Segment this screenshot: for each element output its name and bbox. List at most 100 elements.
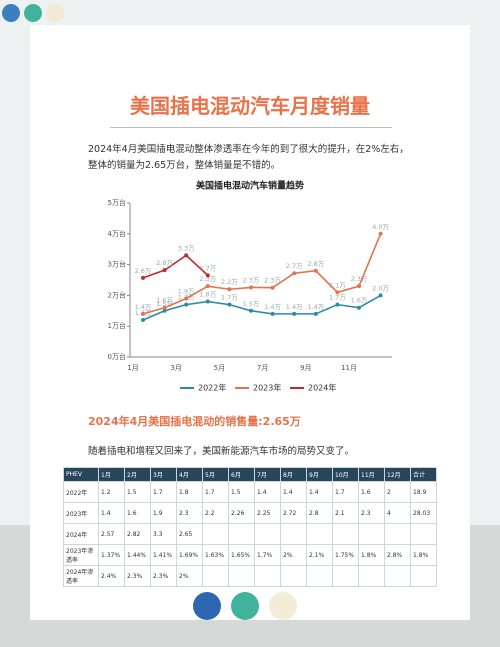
empty-cell: [384, 523, 411, 545]
table: PHEV 1月 2月 3月 4月 5月 6月 7月 8月 9月 10月 11月 12月 合计 2022年 1.…: [63, 467, 437, 587]
data-label: 1.6万: [156, 297, 173, 305]
point: [292, 311, 297, 316]
empty-cell: [228, 523, 255, 545]
table-cell: 1.7: [202, 481, 229, 503]
x-tick-label: 11月: [341, 364, 357, 372]
table-cell: 1.8: [176, 481, 203, 503]
icon: [46, 4, 64, 22]
table-cell: 1.8%: [410, 544, 437, 566]
header-cell: 8月: [280, 467, 307, 482]
table-cell: 2.3%: [124, 565, 151, 587]
data-label: 1.5万: [156, 300, 173, 308]
point: [162, 308, 167, 313]
point: [162, 268, 167, 273]
data-label: 2.8万: [307, 260, 324, 268]
table-cell: 1.65%: [228, 544, 255, 566]
table-cell: 1.5: [124, 481, 151, 503]
header-cell: 9月: [306, 467, 333, 482]
header-cell: 7月: [254, 467, 281, 482]
legend-label: 2023年: [253, 383, 281, 393]
table-cell: 2.72: [280, 502, 307, 524]
empty-cell: [202, 565, 229, 587]
header-cell: 2月: [124, 467, 151, 482]
data-label: 2.2万: [221, 278, 238, 286]
table-cell: 1.7%: [254, 544, 281, 566]
empty-cell: [332, 523, 359, 545]
empty-cell: [306, 523, 333, 545]
data-label: 3.3万: [178, 244, 195, 252]
empty-cell: [280, 523, 307, 545]
data-label: 1.4万: [286, 303, 303, 311]
table-cell: 2022年: [63, 481, 99, 503]
data-label: 1.7万: [221, 294, 238, 302]
table-cell: 1.2: [98, 481, 125, 503]
heading: 2024年4月美国插电混动的销售量:2.65万: [88, 415, 301, 428]
data-label: 2.3万: [351, 275, 368, 283]
header-cell: 4月: [176, 467, 203, 482]
table-cell: 2%: [280, 544, 307, 566]
y-tick-label: 1万台: [108, 321, 126, 330]
point: [270, 311, 275, 316]
chart: 美国插电混动汽车销量趋势 0万台 1万台 2万台 3万台 4万台 5万台 1月 3月 5月 7月 9…: [108, 180, 392, 393]
point: [184, 296, 189, 301]
table-cell: 1.8%: [358, 544, 385, 566]
empty-cell: [358, 565, 385, 587]
header-cell: 11月: [358, 467, 385, 482]
point: [249, 308, 253, 313]
y-tick-label: 5万台: [108, 198, 126, 207]
table-row: 2022年 1.2 1.5 1.7 1.8 1.7 1.5 1.4 1.4 1.4 1.7 1.6 2 1…: [63, 481, 437, 503]
data-label: 2.3万: [264, 277, 281, 285]
empty-cell: [410, 523, 437, 545]
table-cell: 2.57: [98, 523, 125, 545]
table-cell: 2.3: [176, 502, 203, 524]
x-tick-label: 9月: [300, 364, 311, 372]
icon: [24, 4, 42, 22]
icon: [2, 4, 20, 22]
point: [141, 311, 145, 316]
table-cell: 1.37%: [98, 544, 125, 566]
data-label: 2.7万: [199, 264, 216, 272]
y-tick-label: 4万台: [108, 229, 126, 238]
table-cell: 1.7: [332, 481, 359, 503]
table-cell: 28.03: [410, 502, 437, 524]
table-cell: 4: [384, 502, 411, 524]
point: [249, 285, 253, 290]
table-cell: 1.4: [254, 481, 281, 503]
header-cell: 合计: [410, 467, 437, 482]
empty-cell: [228, 565, 255, 587]
table-cell: 2.1%: [306, 544, 333, 566]
table-cell: 1.69%: [176, 544, 203, 566]
header-cell: PHEV: [63, 467, 99, 482]
paragraph: 随着插电和增程又回来了，美国新能源汽车市场的局势又变了。: [88, 446, 355, 457]
point: [335, 290, 340, 295]
series-line: [142, 254, 209, 279]
legend-label: 2024年: [308, 383, 336, 393]
table-cell: 1.4: [306, 481, 333, 503]
table-cell: 1.75%: [332, 544, 359, 566]
data-label: 1.7万: [329, 294, 346, 302]
table-row: 2024年 2.57 2.82 3.3 2.65: [63, 523, 437, 545]
data-label: 2.7万: [286, 262, 303, 270]
point: [270, 285, 275, 290]
header-row: PHEV 1月 2月 3月 4月 5月 6月 7月 8月 9月 10月 11月 12月 合计: [63, 467, 437, 482]
data-label: 1.4万: [307, 303, 324, 311]
table-cell: 3.3: [150, 523, 177, 545]
chart-title: 美国插电混动汽车销量趋势: [196, 180, 304, 192]
table-cell: 2.65: [176, 523, 203, 545]
point: [227, 302, 232, 307]
table-cell: 1.41%: [150, 544, 177, 566]
data-label: 1.9万: [178, 287, 195, 295]
table-cell: 2.25: [254, 502, 281, 524]
point: [184, 302, 189, 307]
empty-cell: [306, 565, 333, 587]
table-cell: 1.9: [150, 502, 177, 524]
data-label: 1.5万: [243, 300, 260, 308]
data-label: 4.0万: [372, 223, 389, 231]
table-cell: 2: [384, 481, 411, 503]
header-cell: 1月: [98, 467, 125, 482]
table-cell: 2.2: [202, 502, 229, 524]
table-cell: 2.4%: [98, 565, 125, 587]
intro: 2024年4月美国插电混动整体渗透率在今年的到了很大的提升，在2%左右，整体的销…: [88, 144, 409, 171]
table-cell: 2.82: [124, 523, 151, 545]
